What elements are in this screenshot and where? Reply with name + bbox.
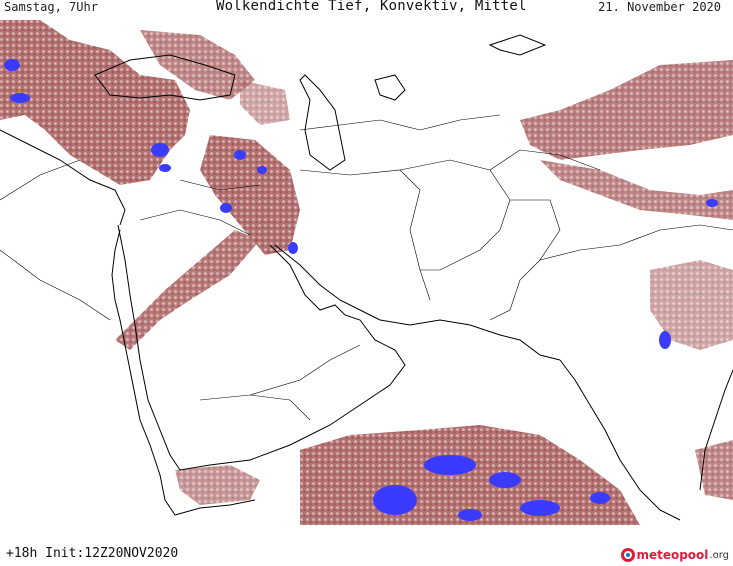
convective-layer — [4, 59, 718, 521]
cloud-cover-layer — [0, 20, 733, 525]
cloud-area-east-band — [540, 160, 733, 220]
forecast-day-time: Samstag, 7Uhr — [4, 0, 98, 14]
map-title: Wolkendichte Tief, Konvektiv, Mittel — [216, 0, 527, 14]
cloud-area-india-east — [650, 260, 733, 350]
meteopool-globe-icon — [621, 548, 636, 562]
map-footer: +18h Init:12Z20NOV2020 meteopool .org — [0, 525, 733, 566]
logo-text: meteopool — [636, 548, 709, 562]
meteopool-logo[interactable]: meteopool .org — [620, 544, 729, 566]
border-layer — [0, 114, 733, 421]
cloud-area-turkey — [0, 20, 190, 185]
forecast-date: 21. November 2020 — [598, 0, 721, 14]
cloud-area-north-east — [520, 60, 733, 160]
cloud-area-arabia-band — [115, 230, 260, 350]
map-header: Samstag, 7Uhr Wolkendichte Tief, Konvekt… — [0, 0, 733, 20]
cloud-density-map — [0, 20, 733, 525]
cloud-area-zagros — [200, 135, 300, 255]
cloud-area-caucasus — [240, 80, 290, 125]
cloud-area-gulf-aden — [175, 465, 260, 505]
coastline-layer — [0, 34, 733, 521]
logo-tld: .org — [709, 549, 729, 561]
cloud-area-india-south — [695, 440, 733, 500]
cloud-area-black-sea — [140, 30, 255, 100]
run-info: +18h Init:12Z20NOV2020 — [6, 546, 179, 561]
